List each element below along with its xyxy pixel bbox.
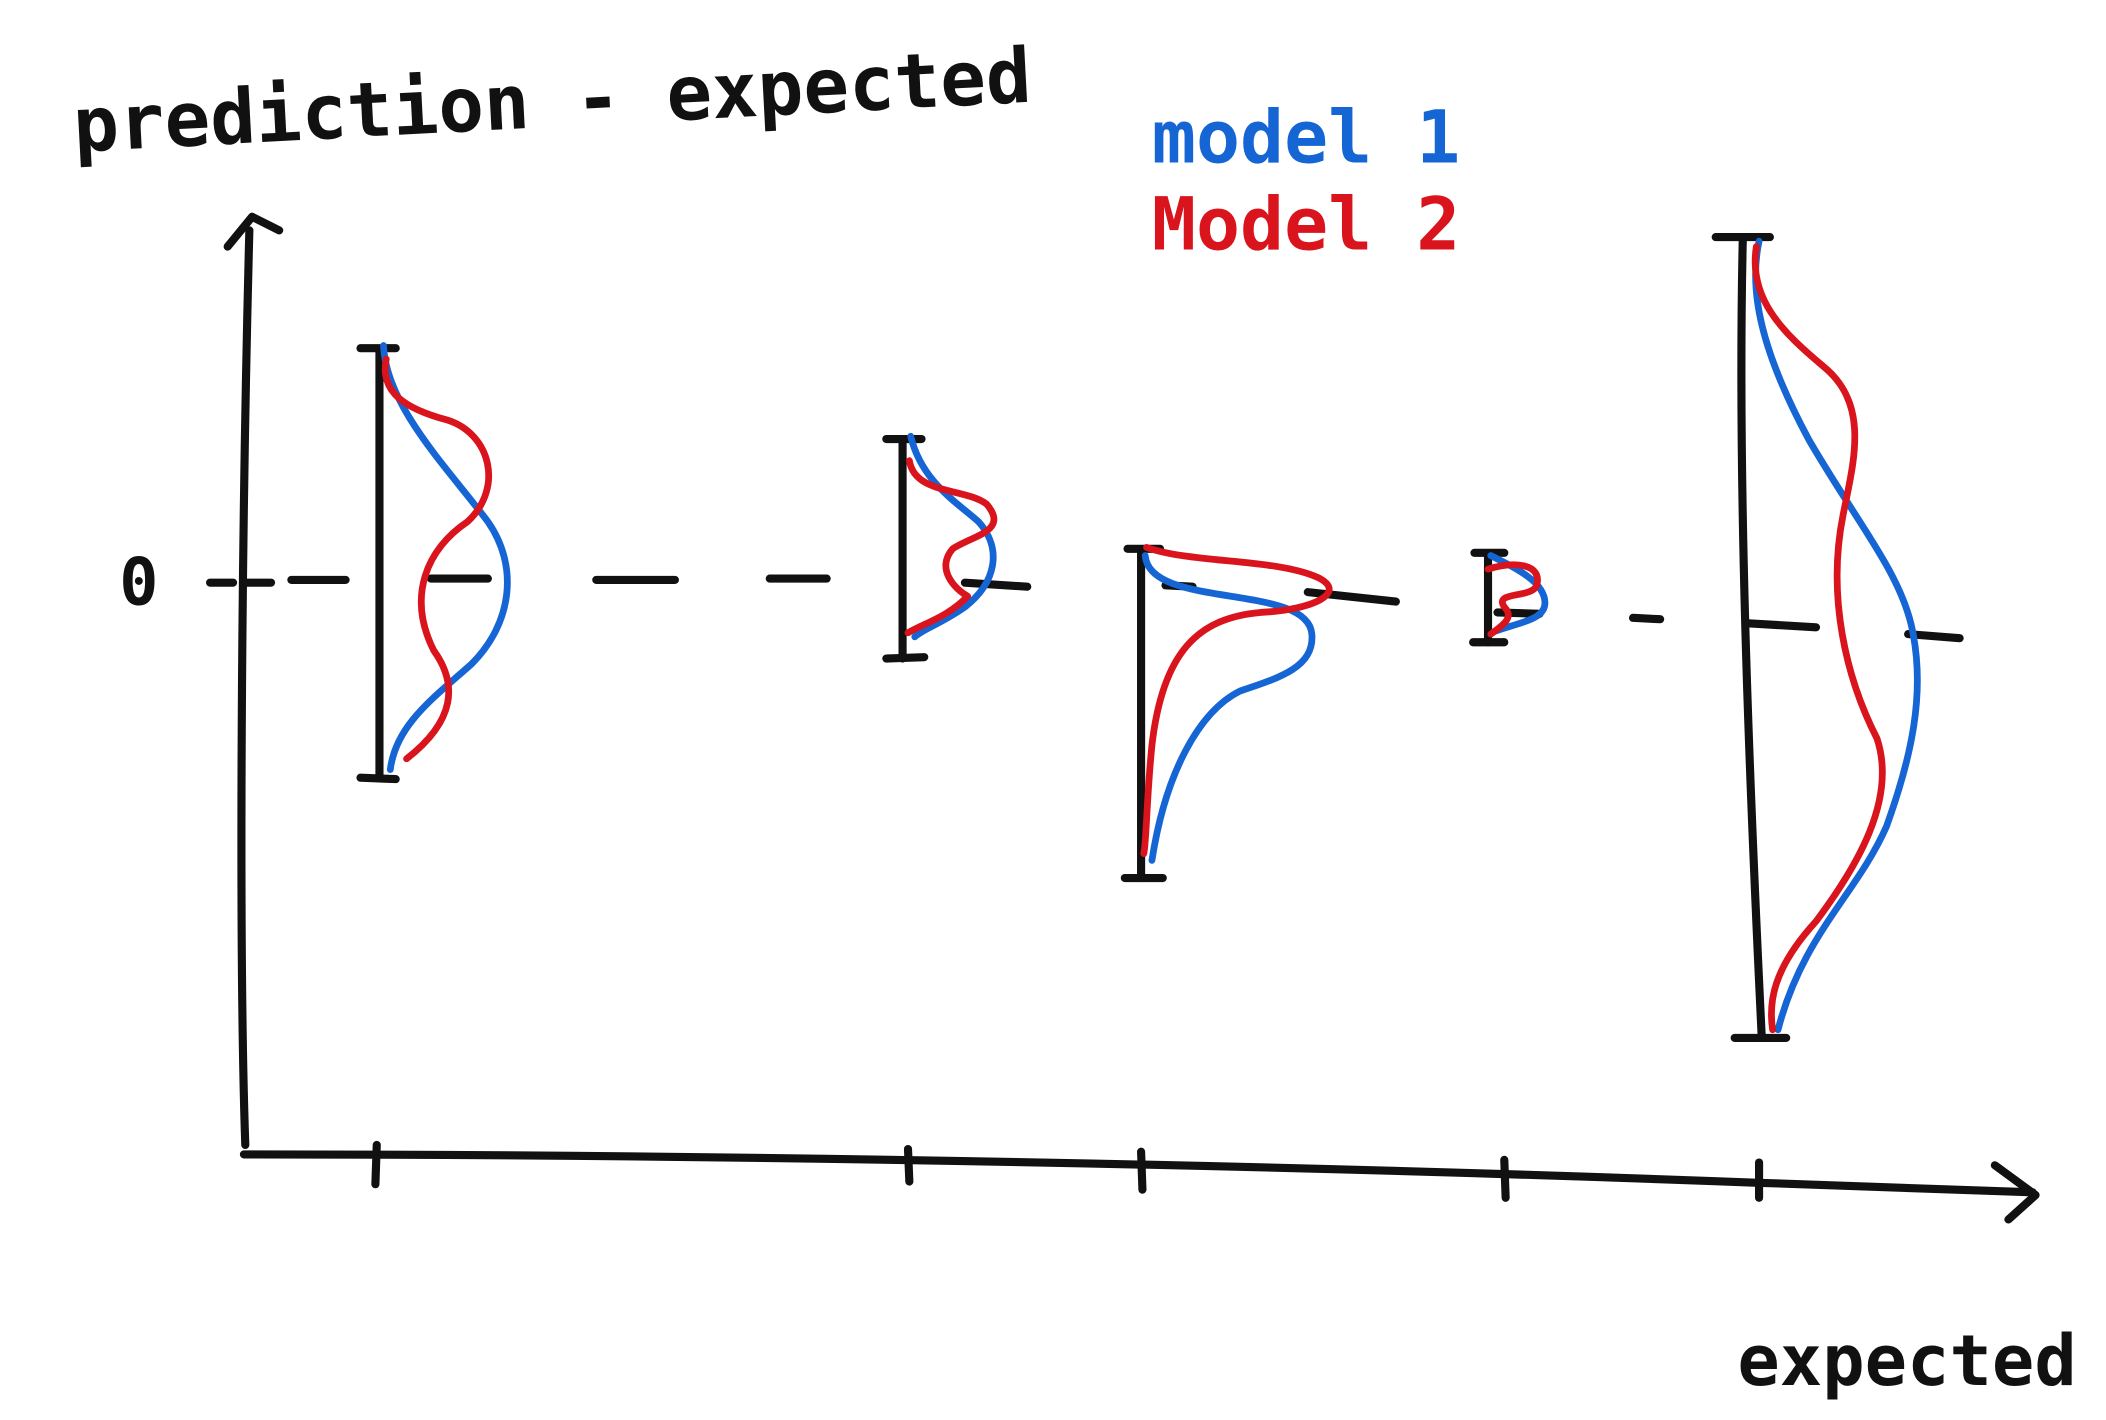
y-axis [223, 212, 284, 1150]
distribution-group-5 [1711, 233, 1921, 1042]
legend: model 1 Model 2 [1152, 96, 1460, 268]
x-tick [371, 1140, 381, 1189]
legend-model-2: Model 2 [1152, 182, 1460, 267]
model-2-curve [1484, 561, 1541, 638]
distribution-group-1 [356, 342, 511, 784]
model-1-curve [1752, 237, 1921, 1034]
x-axis [239, 1150, 2040, 1224]
zero-dashed-line [205, 574, 1964, 643]
model-2-curve [1140, 544, 1333, 858]
x-tick [903, 1144, 914, 1186]
legend-model-1: model 1 [1152, 96, 1460, 181]
range-bar [1711, 233, 1791, 1042]
x-axis-label: expected [1737, 1320, 2076, 1402]
range-bar [356, 344, 400, 784]
x-tick [1500, 1155, 1510, 1202]
distribution-group-4 [1469, 548, 1549, 647]
range-bar [882, 434, 929, 663]
y-axis-label: prediction - expected [71, 32, 1034, 170]
model-2-curve [381, 355, 493, 763]
distribution-group-3 [1120, 544, 1333, 883]
model-1-curve [380, 342, 511, 774]
model-1-curve [1141, 552, 1316, 864]
model-2-curve [904, 457, 998, 637]
x-axis-ticks [371, 1140, 1764, 1202]
model-2-curve [1751, 243, 1886, 1034]
x-tick [1137, 1147, 1147, 1194]
zero-label: 0 [119, 545, 158, 620]
distribution-group-2 [882, 432, 998, 663]
